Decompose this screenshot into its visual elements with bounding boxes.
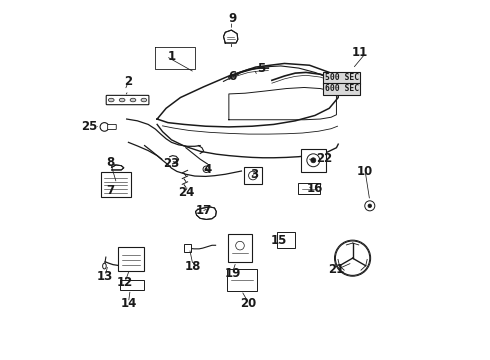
Text: 25: 25 [81, 120, 97, 133]
FancyBboxPatch shape [101, 172, 131, 197]
Text: 16: 16 [307, 183, 323, 195]
FancyBboxPatch shape [298, 183, 320, 194]
FancyBboxPatch shape [301, 149, 326, 172]
Text: 14: 14 [120, 297, 137, 310]
Text: 9: 9 [228, 12, 237, 25]
Text: 600 SEC: 600 SEC [325, 84, 359, 93]
Circle shape [236, 241, 245, 250]
Text: 6: 6 [228, 69, 237, 82]
Text: 4: 4 [203, 163, 212, 176]
Polygon shape [112, 165, 124, 170]
FancyBboxPatch shape [106, 95, 149, 105]
Text: 21: 21 [328, 263, 344, 276]
Text: 22: 22 [316, 152, 332, 165]
Text: 15: 15 [271, 234, 287, 247]
Ellipse shape [108, 98, 114, 102]
FancyBboxPatch shape [228, 234, 252, 262]
Text: 7: 7 [106, 184, 115, 197]
Ellipse shape [119, 98, 125, 102]
Text: 18: 18 [185, 260, 201, 273]
Circle shape [368, 204, 371, 208]
Polygon shape [196, 207, 216, 220]
Text: 10: 10 [357, 165, 373, 177]
FancyBboxPatch shape [118, 247, 144, 271]
Circle shape [205, 168, 207, 170]
Circle shape [100, 123, 109, 131]
Text: 5: 5 [257, 62, 265, 75]
FancyBboxPatch shape [108, 125, 116, 130]
Text: 3: 3 [250, 168, 258, 181]
FancyBboxPatch shape [184, 244, 191, 252]
Circle shape [307, 154, 320, 167]
Text: 2: 2 [124, 75, 132, 88]
Circle shape [203, 166, 210, 172]
Text: 23: 23 [163, 157, 180, 170]
Polygon shape [223, 30, 238, 43]
FancyBboxPatch shape [276, 231, 295, 248]
Text: 500 SEC: 500 SEC [325, 73, 359, 82]
Text: 11: 11 [352, 46, 368, 59]
Circle shape [248, 171, 257, 180]
Ellipse shape [130, 98, 136, 102]
Circle shape [335, 241, 370, 275]
Ellipse shape [102, 263, 106, 269]
FancyBboxPatch shape [244, 167, 262, 184]
Circle shape [335, 240, 370, 276]
FancyBboxPatch shape [120, 280, 144, 290]
Text: 20: 20 [241, 297, 257, 310]
Text: 1: 1 [168, 50, 175, 63]
Circle shape [311, 158, 316, 163]
Ellipse shape [141, 98, 147, 102]
Text: 12: 12 [117, 276, 133, 289]
Text: 13: 13 [97, 270, 113, 283]
Circle shape [365, 201, 375, 211]
Text: 8: 8 [106, 156, 115, 168]
Text: 17: 17 [196, 204, 212, 217]
Text: 24: 24 [178, 186, 194, 199]
Text: 19: 19 [224, 267, 241, 280]
FancyBboxPatch shape [227, 269, 257, 291]
